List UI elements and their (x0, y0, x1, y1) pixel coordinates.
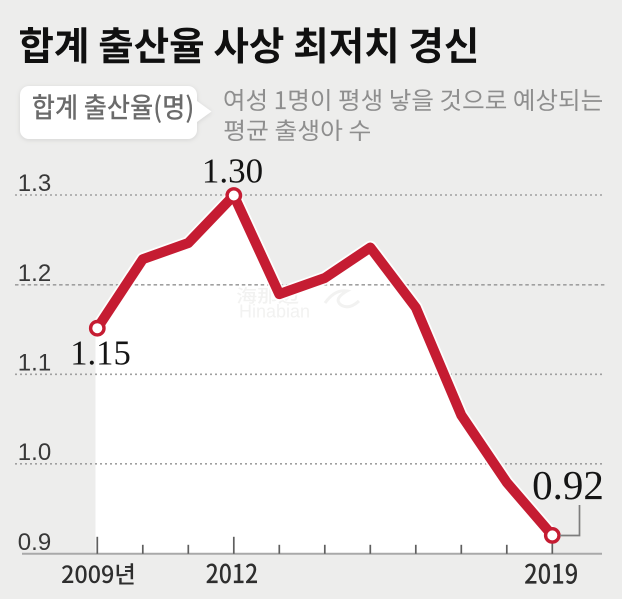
svg-text:0.9: 0.9 (18, 529, 51, 556)
svg-text:1.1: 1.1 (18, 349, 51, 376)
svg-text:1.15: 1.15 (70, 334, 131, 372)
svg-text:Hinabian: Hinabian (239, 302, 310, 322)
svg-text:1.2: 1.2 (18, 260, 51, 287)
svg-text:1.30: 1.30 (202, 152, 263, 191)
svg-text:1.3: 1.3 (18, 170, 51, 197)
svg-text:1.0: 1.0 (18, 439, 51, 466)
svg-text:0.92: 0.92 (532, 462, 604, 508)
